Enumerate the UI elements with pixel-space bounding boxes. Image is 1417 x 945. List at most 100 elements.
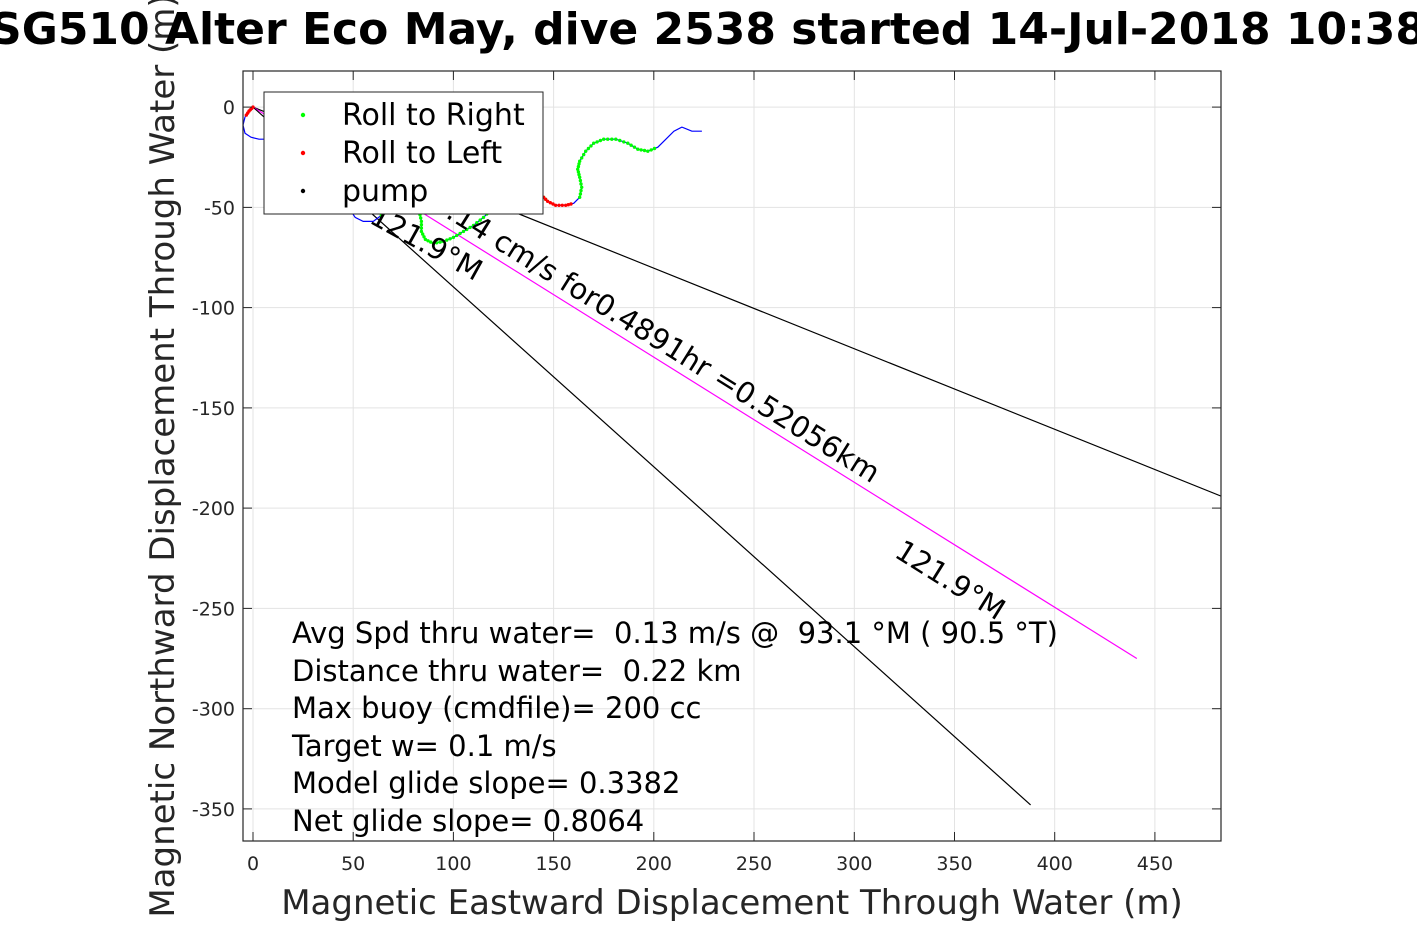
- x-tick-label: 0: [247, 853, 259, 875]
- legend: Roll to Right Roll to Left pump: [263, 91, 544, 215]
- y-tick-label: -150: [192, 398, 235, 420]
- x-tick-label: 150: [535, 853, 571, 875]
- roll-right-marker: [636, 147, 640, 151]
- roll-left-marker: [545, 199, 550, 203]
- roll-right-marker: [451, 235, 456, 240]
- roll-right-marker: [577, 172, 581, 177]
- roll-right-marker: [471, 223, 476, 228]
- roll-right-marker: [379, 213, 383, 218]
- roll-right-marker: [642, 148, 647, 153]
- roll-right-marker: [578, 195, 582, 199]
- y-tick-label: -200: [192, 498, 235, 520]
- roll-right-marker: [419, 219, 424, 224]
- roll-left-marker: [560, 203, 564, 207]
- roll-right-marker: [595, 140, 599, 144]
- chart-title: SG510 Alter Eco May, dive 2538 started 1…: [0, 4, 1417, 55]
- roll-left-marker: [566, 203, 570, 207]
- y-tick-label: -350: [192, 799, 235, 821]
- roll-right-marker: [465, 227, 469, 232]
- roll-right-marker: [419, 223, 424, 227]
- roll-right-marker: [586, 146, 591, 151]
- roll-left-marker: [548, 201, 552, 205]
- stat-target-w: Target w= 0.1 m/s: [291, 729, 557, 763]
- roll-right-marker: [475, 221, 479, 225]
- roll-right-marker: [578, 159, 582, 163]
- roll-right-marker: [622, 140, 626, 144]
- y-tick-label: -50: [204, 197, 235, 219]
- roll-right-marker: [576, 167, 580, 171]
- roll-right-marker: [614, 137, 618, 141]
- x-tick-label: 350: [936, 853, 972, 875]
- roll-right-marker: [598, 138, 603, 143]
- roll-right-marker: [429, 240, 433, 244]
- x-tick-label: 400: [1037, 853, 1073, 875]
- roll-left-marker: [244, 113, 248, 117]
- roll-right-marker: [576, 164, 581, 169]
- roll-right-marker: [632, 145, 637, 149]
- roll-right-marker: [589, 144, 593, 148]
- heading-line-current: [252, 106, 1032, 806]
- roll-left-marker: [569, 202, 573, 206]
- y-axis-label: Magnetic Northward Displacement Through …: [143, 0, 183, 918]
- roll-right-marker: [423, 237, 428, 242]
- roll-right-marker: [422, 235, 426, 239]
- roll-right-marker: [576, 170, 581, 174]
- legend-label-pump: pump: [342, 174, 428, 209]
- roll-right-marker: [478, 218, 482, 222]
- y-tick-label: 0: [223, 97, 235, 119]
- roll-right-marker: [629, 143, 633, 147]
- roll-left-marker: [557, 203, 561, 207]
- x-tick-label: 50: [341, 853, 365, 875]
- roll-right-marker: [438, 240, 442, 244]
- y-tick-label: -100: [192, 298, 235, 320]
- roll-right-marker: [455, 233, 459, 238]
- roll-right-marker: [649, 148, 653, 152]
- roll-right-marker: [592, 141, 596, 145]
- roll-right-marker: [580, 185, 584, 189]
- roll-right-marker: [580, 156, 584, 160]
- y-tick-label: -300: [192, 699, 235, 721]
- roll-right-marker: [461, 229, 466, 234]
- roll-left-marker: [564, 203, 568, 207]
- roll-right-marker: [584, 149, 588, 153]
- stat-distance: Distance thru water= 0.22 km: [292, 654, 742, 688]
- roll-right-marker: [579, 188, 583, 193]
- roll-right-marker: [441, 239, 446, 244]
- stats-block: Avg Spd thru water= 0.13 m/s @ 93.1 °M (…: [291, 616, 1058, 838]
- roll-right-marker: [431, 241, 436, 246]
- x-tick-label: 100: [435, 853, 471, 875]
- stat-net-glide-slope: Net glide slope= 0.8064: [292, 804, 644, 838]
- roll-right-marker: [646, 149, 650, 153]
- roll-right-marker: [445, 238, 449, 242]
- roll-right-marker: [577, 162, 581, 166]
- roll-right-marker: [578, 192, 583, 196]
- roll-left-marker: [553, 203, 558, 207]
- roll-right-marker: [419, 226, 424, 230]
- x-tick-label: 250: [736, 853, 772, 875]
- roll-right-marker: [578, 178, 583, 183]
- ticks-layer: 0 50 100 150 200 250 300 350 400 450 0 -50 -100 -150 -…: [192, 71, 1221, 875]
- stat-max-buoy: Max buoy (cmdfile)= 200 cc: [292, 691, 701, 725]
- roll-right-marker: [606, 137, 610, 141]
- roll-right-marker: [578, 175, 582, 179]
- roll-right-marker: [435, 241, 439, 245]
- x-tick-label: 200: [636, 853, 672, 875]
- roll-right-marker: [582, 152, 586, 157]
- roll-right-marker: [639, 148, 643, 152]
- legend-box: [263, 91, 544, 215]
- roll-right-marker: [652, 146, 657, 151]
- legend-marker-roll-right: [300, 112, 306, 118]
- roll-right-marker: [626, 141, 630, 145]
- roll-right-marker: [602, 137, 606, 141]
- roll-right-marker: [579, 182, 583, 186]
- roll-right-marker: [448, 237, 452, 241]
- roll-right-marker: [458, 231, 462, 236]
- legend-marker-pump: [300, 188, 306, 194]
- stat-model-glide-slope: Model glide slope= 0.3382: [292, 766, 680, 800]
- roll-right-marker: [468, 225, 472, 230]
- x-tick-label: 300: [836, 853, 872, 875]
- x-axis-label: Magnetic Eastward Displacement Through W…: [281, 883, 1183, 923]
- roll-right-marker: [426, 239, 430, 243]
- legend-marker-roll-left: [300, 150, 306, 156]
